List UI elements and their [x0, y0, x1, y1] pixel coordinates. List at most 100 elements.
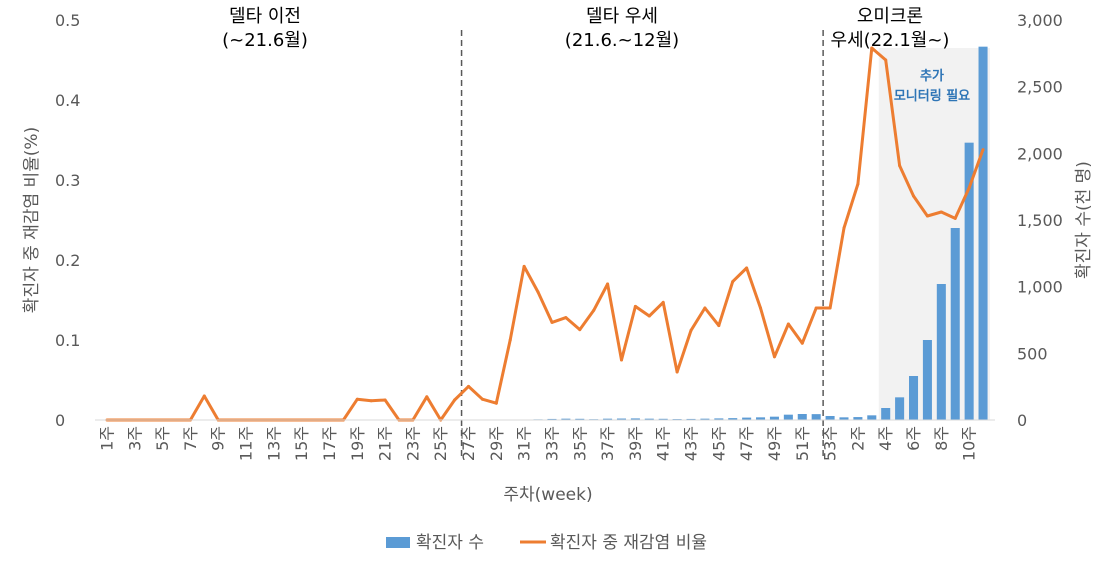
bar — [575, 418, 585, 420]
bar — [950, 228, 960, 420]
bar — [756, 417, 766, 420]
bar — [658, 418, 668, 420]
line-point — [925, 214, 929, 218]
x-tick-label: 25주 — [431, 426, 450, 461]
bar — [978, 46, 988, 421]
line-point — [689, 328, 693, 332]
period-sublabel-1: (~21.6월) — [222, 30, 308, 51]
y-left-tick-label: 0.5 — [55, 11, 80, 30]
line-point — [745, 266, 749, 270]
y-left-tick-label: 0.1 — [55, 331, 80, 350]
y-left-tick-label: 0 — [55, 411, 65, 430]
y-left-tick-label: 0.4 — [55, 91, 80, 110]
annotation-line-2: 모니터링 필요 — [894, 88, 970, 104]
bar — [700, 418, 710, 420]
legend-swatch-bar — [386, 537, 410, 548]
bar — [783, 414, 793, 420]
x-tick-label: 15주 — [292, 426, 311, 461]
period-label-3: 오미크론 — [857, 6, 923, 27]
x-tick-label: 7주 — [181, 426, 200, 451]
bar — [616, 418, 627, 420]
x-tick-label: 31주 — [515, 426, 534, 461]
x-tick-label: 41주 — [654, 426, 673, 461]
line-point — [564, 316, 568, 320]
bar — [867, 415, 877, 420]
line-point — [842, 226, 846, 230]
x-tick-label: 13주 — [264, 426, 283, 461]
x-axis-title: 주차(week) — [503, 485, 592, 505]
line-point — [953, 216, 957, 220]
period-sublabel-2: (21.6.~12월) — [565, 30, 679, 51]
line-point — [675, 370, 679, 374]
line-point — [884, 58, 888, 62]
x-tick-label: 1주 — [97, 426, 116, 451]
x-tick-label: 9주 — [209, 426, 228, 451]
reinfection-rate-line — [107, 46, 985, 422]
line-point — [355, 397, 359, 401]
y-left-tick-label: 0.2 — [55, 251, 80, 270]
line-point — [550, 320, 554, 324]
y-right-tick-label: 0 — [1017, 411, 1027, 430]
bar — [714, 418, 724, 420]
line-point — [508, 338, 512, 342]
y-right-axis-title: 확진자 수(천 명) — [1074, 161, 1094, 279]
line-point — [981, 148, 985, 152]
x-tick-label: 23주 — [403, 426, 422, 461]
y-right-tick-label: 2,000 — [1017, 144, 1063, 163]
y-right-tick-label: 500 — [1017, 344, 1048, 363]
bar — [853, 417, 863, 420]
annotation-line-1: 추가 — [920, 68, 944, 84]
x-tick-label: 10주 — [960, 426, 979, 461]
y-right-tick-label: 2,500 — [1017, 78, 1063, 97]
x-tick-label: 5주 — [153, 426, 172, 451]
line-point — [800, 341, 804, 345]
period-label-2: 델타 우세 — [586, 6, 658, 27]
line-point — [522, 264, 526, 268]
line-point — [939, 210, 943, 214]
bar — [936, 284, 946, 420]
bar — [603, 418, 613, 420]
line-point — [578, 328, 582, 332]
line-point — [898, 164, 902, 168]
line-point — [856, 182, 860, 186]
line-point — [383, 398, 387, 402]
bar — [769, 416, 779, 420]
bar — [964, 142, 974, 420]
y-right-tick-label: 3,000 — [1017, 11, 1063, 30]
x-tick-label: 3주 — [125, 426, 144, 451]
bar — [644, 418, 654, 420]
line-point — [536, 290, 540, 294]
x-tick-label: 49주 — [765, 426, 784, 461]
bar — [811, 414, 821, 420]
x-tick-label: 53주 — [821, 426, 840, 461]
line-point — [814, 306, 818, 310]
y-left-tick-label: 0.3 — [55, 171, 80, 190]
line-point — [912, 194, 916, 198]
bar — [839, 417, 849, 420]
y-right-tick-label: 1,500 — [1017, 211, 1063, 230]
line-point — [967, 186, 971, 190]
line-point — [592, 308, 596, 312]
x-tick-label: 17주 — [320, 426, 339, 461]
line-point — [202, 394, 206, 398]
x-tick-label: 6주 — [904, 426, 923, 451]
line-point — [480, 397, 484, 401]
x-tick-label: 35주 — [570, 426, 589, 461]
y-right-tick-label: 1,000 — [1017, 278, 1063, 297]
bar — [895, 397, 905, 420]
line-point — [759, 306, 763, 310]
bar — [686, 418, 696, 420]
x-tick-label: 29주 — [487, 426, 506, 461]
x-tick-label: 33주 — [542, 426, 561, 461]
x-tick-label: 21주 — [376, 426, 395, 461]
line-point — [467, 384, 471, 388]
bar — [908, 376, 919, 420]
x-tick-label: 45주 — [709, 426, 728, 461]
period-sublabel-3: 우세(22.1월~) — [831, 30, 950, 51]
x-tick-label: 2주 — [848, 426, 867, 451]
line-point — [647, 314, 651, 318]
legend-label-line: 확진자 중 재감염 비율 — [550, 533, 707, 553]
x-tick-label: 11주 — [237, 426, 256, 461]
bar — [881, 408, 891, 420]
